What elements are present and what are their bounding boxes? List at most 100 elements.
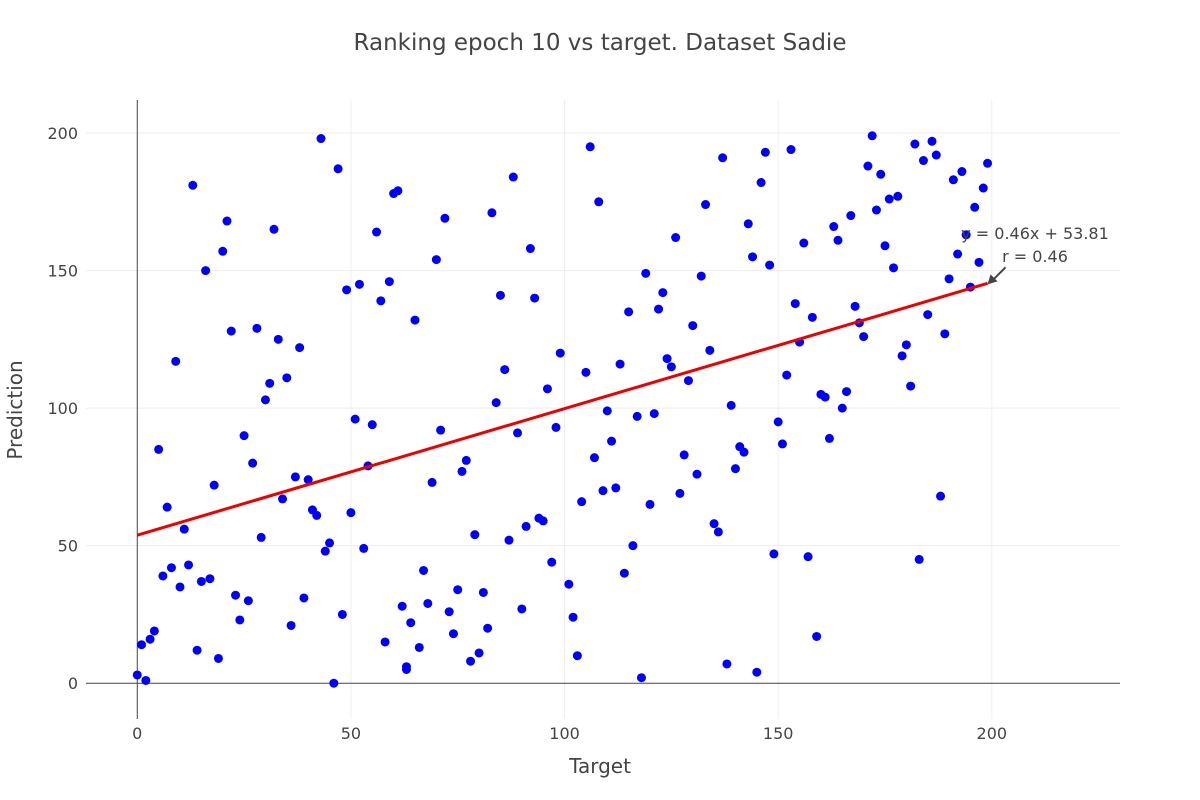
data-point [299,593,309,603]
annotation-arrow-shaft [991,266,1007,282]
data-point [218,246,228,256]
data-point [897,351,907,361]
y-tick-label: 0 [68,674,78,693]
data-point [589,453,599,463]
data-point [380,637,390,647]
data-point [701,200,711,210]
data-point [893,191,903,201]
data-point [970,202,980,212]
y-tick-label: 200 [47,124,78,143]
data-point [803,552,813,562]
data-point [581,367,591,377]
annotation-arrow-head [987,274,998,285]
data-point [487,208,497,218]
data-point [636,673,646,683]
data-point [154,444,164,454]
data-point [551,422,561,432]
data-point [209,480,219,490]
data-point [235,615,245,625]
data-point [166,563,176,573]
data-point [354,279,364,289]
data-point [867,131,877,141]
data-point [696,271,706,281]
data-point [927,136,937,146]
data-point [474,648,484,658]
data-point [406,618,416,628]
y-tick-label: 100 [47,399,78,418]
data-point [444,607,454,617]
data-point [833,235,843,245]
data-point [295,343,305,353]
data-point [829,222,839,232]
data-point [722,659,732,669]
data-point [645,499,655,509]
data-point [777,439,787,449]
data-point [504,535,514,545]
data-point [453,585,463,595]
data-point [658,288,668,298]
x-tick-label: 150 [763,724,794,743]
data-point [876,169,886,179]
data-point [329,678,339,688]
data-point [256,532,266,542]
data-point [837,403,847,413]
data-point [491,398,501,408]
data-point [376,296,386,306]
data-point [171,356,181,366]
data-point [269,224,279,234]
data-point [410,315,420,325]
data-point [555,348,565,358]
x-tick-label: 0 [132,724,142,743]
data-point [859,332,869,342]
data-point [871,205,881,215]
data-point [414,642,424,652]
data-point [538,516,548,526]
data-point [983,158,993,168]
data-point [786,145,796,155]
data-point [401,664,411,674]
data-point [265,378,275,388]
axes [86,100,1120,719]
data-point [568,612,578,622]
x-tick-label: 100 [549,724,580,743]
data-point [594,197,604,207]
data-point [619,568,629,578]
fit-line-group [136,281,988,537]
data-point [303,475,313,485]
data-point [615,359,625,369]
data-point [577,497,587,507]
annotation-group: y = 0.46x + 53.81 r = 0.46 [961,224,1109,285]
data-point [598,486,608,496]
data-point [158,571,168,581]
data-point [782,370,792,380]
data-point [201,266,211,276]
data-point [278,494,288,504]
data-point [743,219,753,229]
data-point [961,230,971,240]
data-point [863,161,873,171]
data-point [683,376,693,386]
data-point [192,645,202,655]
data-point [423,598,433,608]
data-point [461,455,471,465]
data-point [756,178,766,188]
data-point [346,508,356,518]
tick-labels: 0 50 100 150 200 0 50 100 150 200 [47,124,1007,743]
data-point [337,609,347,619]
data-point [333,164,343,174]
data-point [760,147,770,157]
data-point [312,510,322,520]
data-point [222,216,232,226]
data-point [495,290,505,300]
data-point [649,409,659,419]
data-point [944,274,954,284]
data-point [440,213,450,223]
data-point [226,326,236,336]
data-point [910,139,920,149]
data-point [162,502,172,512]
data-point [466,656,476,666]
data-point [842,387,852,397]
data-point [739,447,749,457]
data-point [521,521,531,531]
y-axis-title: Prediction [3,360,27,459]
